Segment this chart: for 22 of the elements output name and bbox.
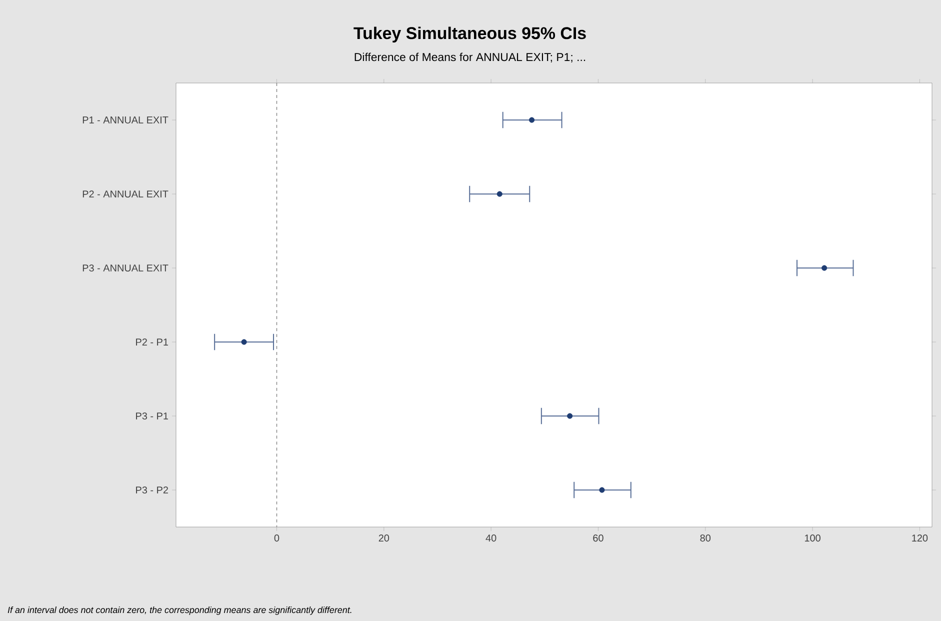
point	[822, 265, 828, 271]
chart-subtitle: Difference of Means for ANNUAL EXIT; P1; ...	[354, 52, 586, 62]
point	[496, 191, 502, 197]
x-tick-label: 100	[804, 534, 820, 542]
text: If an interval does not contain zero, the corresponding means are significantly different.	[8, 606, 352, 615]
x-tick-label: 20	[378, 534, 390, 542]
x-tick-label: 80	[700, 534, 711, 542]
y-tick-label: P3 - P1	[136, 412, 168, 420]
x-tick-label: 120	[912, 534, 928, 542]
x-tick-label: 60	[593, 534, 604, 542]
y-tick-label: P2 - P1	[136, 338, 168, 346]
point	[528, 117, 535, 123]
chart-title: Tukey Simultaneous 95% CIs	[354, 26, 586, 43]
x-tick-label: 0	[274, 534, 280, 542]
y-tick-label: P3 - P2	[136, 486, 168, 494]
y-tick-label: P3 - ANNUAL EXIT	[82, 264, 168, 272]
y-tick-label: P1 - ANNUAL EXIT	[82, 116, 168, 124]
point	[241, 339, 247, 345]
y-tick-label: P2 - ANNUAL EXIT	[82, 190, 168, 198]
x-tick-label: 40	[486, 534, 496, 542]
point	[599, 487, 605, 493]
point	[567, 413, 573, 419]
